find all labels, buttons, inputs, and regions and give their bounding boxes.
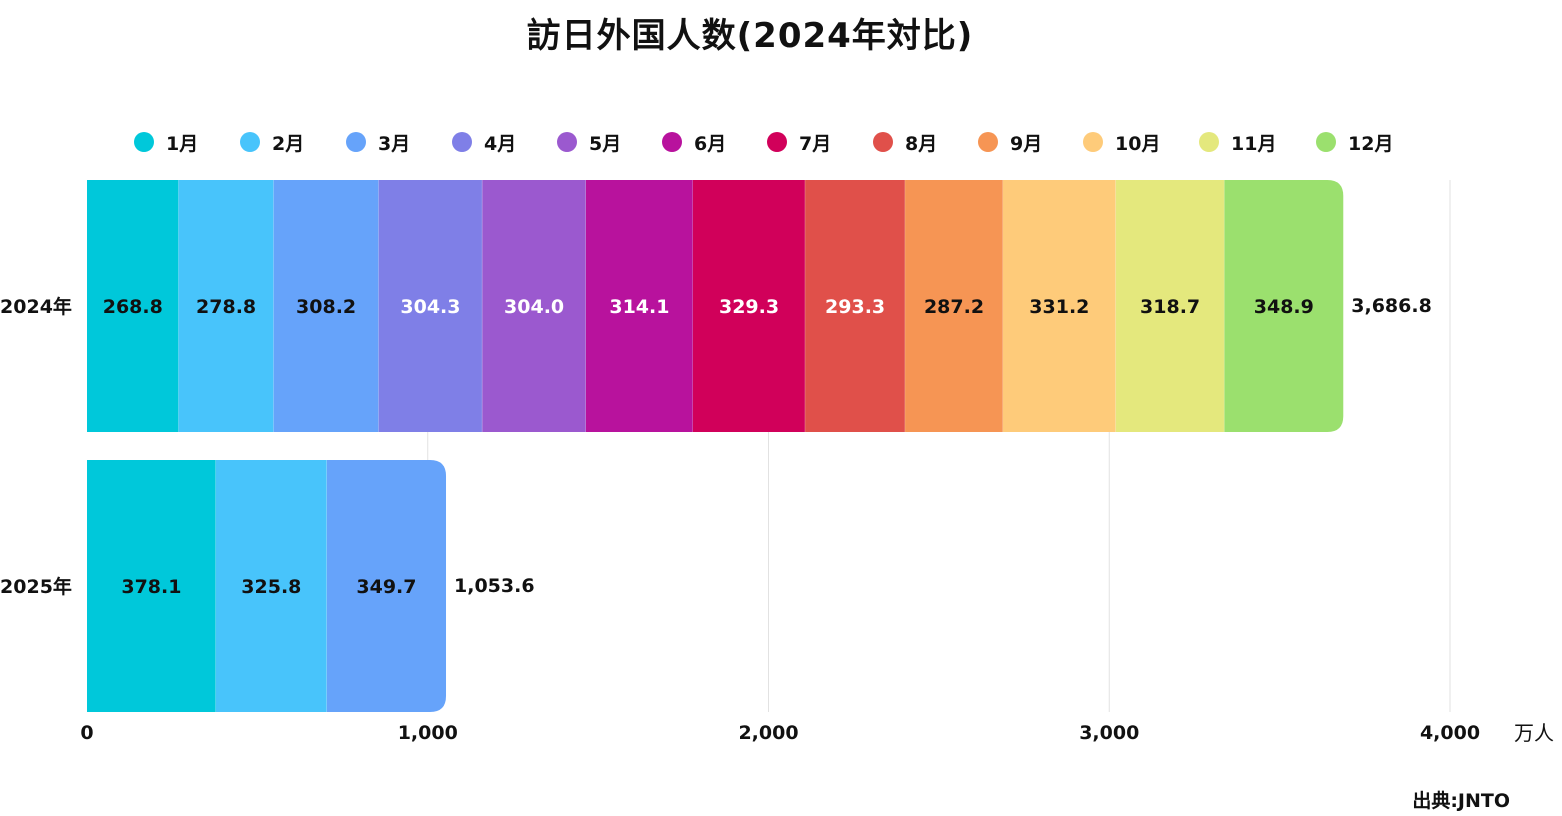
legend-swatch <box>240 132 260 152</box>
legend-label: 10月 <box>1115 132 1161 155</box>
x-unit-label: 万人 <box>1514 721 1554 745</box>
data-label: 268.8 <box>103 296 163 318</box>
legend-label: 11月 <box>1231 132 1277 155</box>
legend-item: 9月 <box>978 127 1042 157</box>
legend-swatch <box>134 132 154 152</box>
data-label: 325.8 <box>241 576 301 598</box>
legend-label: 6月 <box>694 132 727 155</box>
legend-label: 7月 <box>799 132 832 155</box>
bar-segment <box>905 180 1003 432</box>
data-label: 278.8 <box>196 296 256 318</box>
bar-segment <box>378 180 483 432</box>
legend-swatch <box>873 132 893 152</box>
bar-segment <box>1224 180 1344 432</box>
data-label: 314.1 <box>609 296 669 318</box>
bar-segment <box>1115 180 1225 432</box>
data-label: 331.2 <box>1029 296 1089 318</box>
bar-segment <box>805 180 906 432</box>
bar-segment <box>585 180 693 432</box>
total-label: 3,686.8 <box>1351 295 1432 317</box>
legend-item: 12月 <box>1316 127 1393 157</box>
legend-label: 4月 <box>484 132 517 155</box>
data-label: 287.2 <box>924 296 984 318</box>
bar-segment <box>215 460 327 712</box>
legend-swatch <box>346 132 366 152</box>
legend-swatch <box>978 132 998 152</box>
x-tick-label: 4,000 <box>1420 722 1480 744</box>
x-tick-label: 1,000 <box>398 722 458 744</box>
bar-segment <box>87 180 179 432</box>
legend-label: 2月 <box>272 132 305 155</box>
legend-label: 12月 <box>1348 132 1394 155</box>
source-note: 出典:JNTO <box>1412 790 1510 812</box>
data-label: 304.3 <box>400 296 460 318</box>
bar-segment <box>482 180 586 432</box>
data-label: 308.2 <box>296 296 356 318</box>
legend: 1月 2月 3月 4月 5月 6月 7月 8月 9月 10月 11月 12月 <box>0 127 1562 157</box>
bar-segment <box>692 180 806 432</box>
legend-swatch <box>1316 132 1336 152</box>
data-label: 349.7 <box>356 576 416 598</box>
data-label: 378.1 <box>121 576 181 598</box>
data-label: 318.7 <box>1140 296 1200 318</box>
legend-label: 3月 <box>378 132 411 155</box>
legend-swatch <box>767 132 787 152</box>
legend-item: 5月 <box>557 127 621 157</box>
legend-swatch <box>557 132 577 152</box>
legend-swatch <box>662 132 682 152</box>
legend-item: 11月 <box>1199 127 1276 157</box>
data-label: 304.0 <box>504 296 564 318</box>
legend-item: 1月 <box>134 127 198 157</box>
legend-item: 2月 <box>240 127 304 157</box>
data-label: 293.3 <box>825 296 885 318</box>
legend-label: 5月 <box>589 132 622 155</box>
category-label: 2024年 <box>0 295 72 318</box>
legend-swatch <box>452 132 472 152</box>
legend-label: 8月 <box>905 132 938 155</box>
bar-segment <box>178 180 274 432</box>
legend-item: 6月 <box>662 127 726 157</box>
total-label: 1,053.6 <box>454 575 535 597</box>
x-tick-label: 2,000 <box>738 722 798 744</box>
category-label: 2025年 <box>0 575 72 598</box>
legend-item: 4月 <box>452 127 516 157</box>
legend-item: 3月 <box>346 127 410 157</box>
legend-swatch <box>1199 132 1219 152</box>
legend-label: 1月 <box>166 132 199 155</box>
bar-segment <box>1002 180 1116 432</box>
chart-title: 訪日外国人数(2024年対比) <box>526 16 974 56</box>
legend-item: 10月 <box>1083 127 1160 157</box>
legend-label: 9月 <box>1010 132 1043 155</box>
x-tick-label: 0 <box>80 722 93 744</box>
data-label: 329.3 <box>719 296 779 318</box>
data-label: 348.9 <box>1254 296 1314 318</box>
legend-swatch <box>1083 132 1103 152</box>
x-tick-label: 3,000 <box>1079 722 1139 744</box>
legend-item: 8月 <box>873 127 937 157</box>
bar-segment <box>326 460 447 712</box>
legend-item: 7月 <box>767 127 831 157</box>
bar-segment <box>87 460 216 712</box>
bar-segment <box>273 180 379 432</box>
